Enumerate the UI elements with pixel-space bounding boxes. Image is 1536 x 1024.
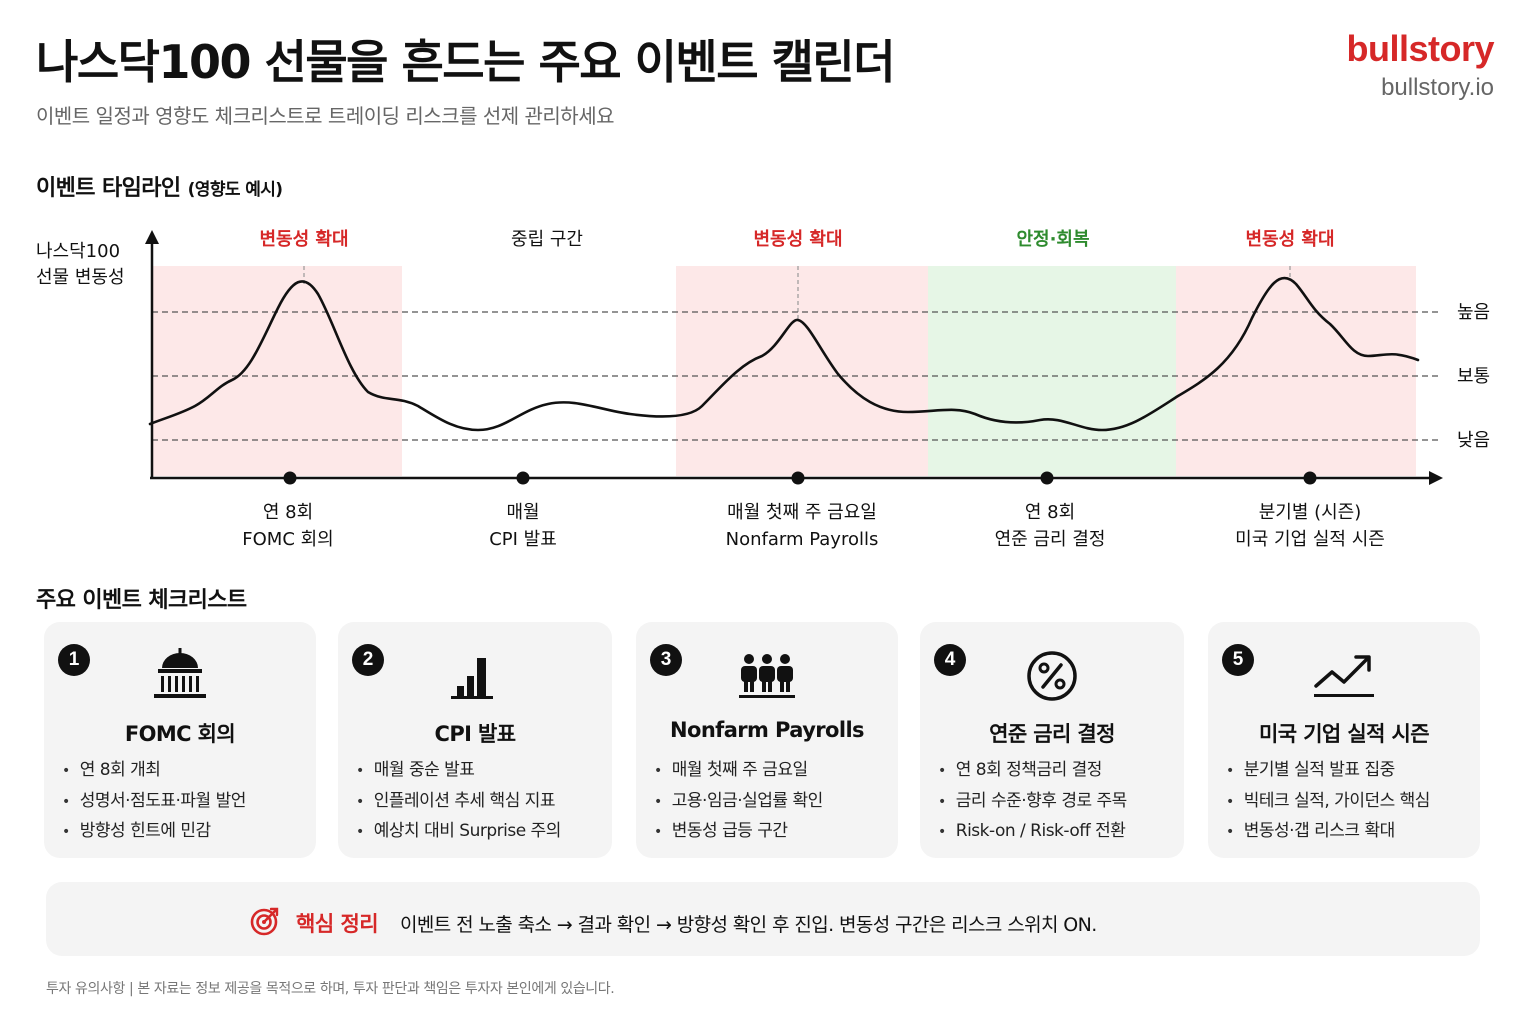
event-label-line2-1: FOMC 회의 (242, 529, 333, 550)
event-label-line2-5: 미국 기업 실적 시즌 (1235, 529, 1385, 550)
event-label-line1-5: 분기별 (시즌) (1259, 502, 1362, 523)
level-label-1: 높음 (1457, 302, 1490, 323)
zone-band-1 (152, 266, 402, 476)
level-label-2: 보통 (1457, 366, 1490, 387)
level-label-3: 낮음 (1457, 430, 1490, 451)
event-marker-2 (516, 471, 530, 485)
card-item-list: 매월 첫째 주 금요일 고용·임금·실업률 확인 변동성 급등 구간 (654, 756, 892, 848)
card-title: FOMC 회의 (124, 722, 236, 746)
y-axis-label-line-1: 나스닥100 (36, 241, 120, 262)
brand-url[interactable]: bullstory.io (1381, 74, 1494, 101)
card-number-badge: 2 (352, 644, 384, 676)
card-title: 연준 금리 결정 (989, 722, 1115, 746)
event-label-line1-2: 매월 (506, 502, 539, 523)
card-item-list: 연 8회 정책금리 결정 금리 수준·향후 경로 주목 Risk-on / Ri… (938, 756, 1178, 848)
summary-label: 핵심 정리 (296, 912, 379, 936)
list-item: 금리 수준·향후 경로 주목 (938, 787, 1178, 818)
list-item: 변동성·갭 리스크 확대 (1226, 817, 1474, 848)
event-marker-1 (283, 471, 297, 485)
zone-band-4 (928, 266, 1176, 476)
disclaimer-footer: 투자 유의사항 | 본 자료는 정보 제공을 목적으로 하며, 투자 판단과 책… (46, 981, 615, 997)
y-axis-label-line-2: 선물 변동성 (36, 267, 125, 288)
y-axis-arrow (145, 230, 159, 244)
card-title: Nonfarm Payrolls (670, 718, 865, 742)
list-item: 연 8회 개최 (62, 756, 310, 787)
card-item-list: 연 8회 개최 성명서·점도표·파월 발언 방향성 힌트에 민감 (62, 756, 310, 848)
list-item: 매월 중순 발표 (356, 756, 606, 787)
key-summary-box: 핵심 정리 이벤트 전 노출 축소 → 결과 확인 → 방향성 확인 후 진입.… (46, 882, 1480, 956)
card-number-badge: 1 (58, 644, 90, 676)
zone-label-4: 안정·회복 (1016, 229, 1089, 250)
summary-text: 이벤트 전 노출 축소 → 결과 확인 → 방향성 확인 후 진입. 변동성 구… (400, 914, 1097, 936)
card-title: CPI 발표 (434, 722, 517, 746)
list-item: 연 8회 정책금리 결정 (938, 756, 1178, 787)
event-card-earnings: 5 미국 기업 실적 시즌 분기별 실적 발표 집중 빅테크 실적, 가이던스 … (1208, 622, 1480, 858)
event-marker-4 (1040, 471, 1054, 485)
checklist-section-title: 주요 이벤트 체크리스트 (36, 588, 247, 613)
list-item: 고용·임금·실업률 확인 (654, 787, 892, 818)
event-label-line1-4: 연 8회 (1025, 502, 1075, 523)
event-checklist-cards: 1 FOMC 회의 연 8회 개최 성명서·점도표·파월 발언 방향성 힌트에 … (44, 622, 1480, 858)
list-item: 매월 첫째 주 금요일 (654, 756, 892, 787)
list-item: 분기별 실적 발표 집중 (1226, 756, 1474, 787)
event-marker-5 (1303, 471, 1317, 485)
list-item: 변동성 급등 구간 (654, 817, 892, 848)
x-axis-arrow (1429, 471, 1443, 485)
list-item: 빅테크 실적, 가이던스 핵심 (1226, 787, 1474, 818)
list-item: Risk-on / Risk-off 전환 (938, 817, 1178, 848)
event-label-line1-3: 매월 첫째 주 금요일 (727, 502, 877, 523)
zone-band-5 (1176, 266, 1416, 476)
event-card-fed-rate: 4 연준 금리 결정 연 8회 정책금리 결정 금리 수준·향후 경로 주목 R… (920, 622, 1184, 858)
card-number-badge: 4 (934, 644, 966, 676)
page-title: 나스닥100 선물을 흔드는 주요 이벤트 캘린더 (36, 35, 896, 89)
card-item-list: 매월 중순 발표 인플레이션 추세 핵심 지표 예상치 대비 Surprise … (356, 756, 606, 848)
event-card-fomc: 1 FOMC 회의 연 8회 개최 성명서·점도표·파월 발언 방향성 힌트에 … (44, 622, 316, 858)
people-group-icon (735, 646, 799, 706)
zone-label-2: 중립 구간 (511, 229, 583, 250)
timeline-section-title: 이벤트 타임라인 (영향도 예시) (36, 170, 283, 202)
event-card-nfp: 3 Nonfarm Payrolls 매월 첫째 주 금요일 고용·임금·실업률… (636, 622, 898, 858)
event-label-line2-4: 연준 금리 결정 (995, 529, 1106, 550)
card-title: 미국 기업 실적 시즌 (1259, 722, 1430, 746)
percent-circle-icon (1020, 646, 1084, 706)
event-marker-3 (791, 471, 805, 485)
target-icon (250, 906, 280, 936)
page-subtitle: 이벤트 일정과 영향도 체크리스트로 트레이딩 리스크를 선제 관리하세요 (36, 104, 615, 128)
card-number-badge: 3 (650, 644, 682, 676)
brand-logo[interactable]: bullstory (1346, 28, 1494, 69)
event-card-cpi: 2 CPI 발표 매월 중순 발표 인플레이션 추세 핵심 지표 예상치 대비 … (338, 622, 612, 858)
list-item: 예상치 대비 Surprise 주의 (356, 817, 606, 848)
timeline-title-text: 이벤트 타임라인 (36, 176, 181, 201)
event-label-line2-3: Nonfarm Payrolls (726, 529, 879, 550)
card-number-badge: 5 (1222, 644, 1254, 676)
timeline-title-note: (영향도 예시) (187, 180, 283, 200)
bar-chart-icon (443, 646, 507, 706)
trend-up-arrow-icon (1312, 646, 1376, 706)
event-label-line2-2: CPI 발표 (489, 529, 557, 550)
zone-label-5: 변동성 확대 (1245, 229, 1334, 250)
list-item: 방향성 힌트에 민감 (62, 817, 310, 848)
list-item: 인플레이션 추세 핵심 지표 (356, 787, 606, 818)
list-item: 성명서·점도표·파월 발언 (62, 787, 310, 818)
zone-label-3: 변동성 확대 (753, 229, 842, 250)
card-item-list: 분기별 실적 발표 집중 빅테크 실적, 가이던스 핵심 변동성·갭 리스크 확… (1226, 756, 1474, 848)
zone-band-3 (676, 266, 928, 476)
event-label-line1-1: 연 8회 (263, 502, 313, 523)
volatility-series-line (148, 276, 1420, 432)
zone-label-1: 변동성 확대 (259, 229, 348, 250)
capitol-building-icon (148, 646, 212, 706)
